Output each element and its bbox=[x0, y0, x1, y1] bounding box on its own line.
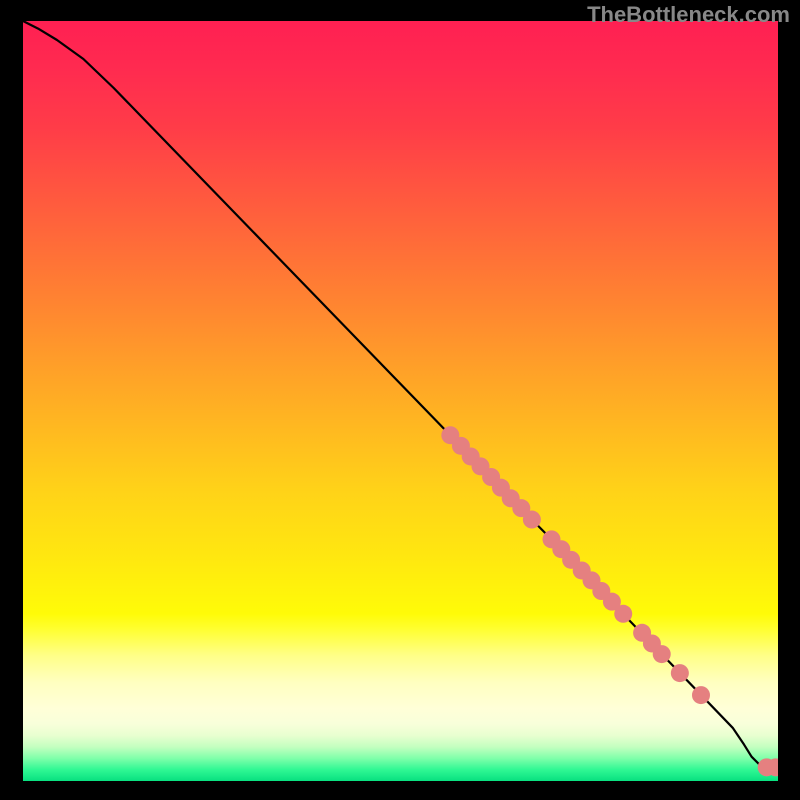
data-marker bbox=[614, 605, 632, 623]
data-marker bbox=[523, 511, 541, 529]
gradient-background bbox=[23, 21, 778, 781]
watermark-text: TheBottleneck.com bbox=[587, 2, 790, 28]
canvas: TheBottleneck.com bbox=[0, 0, 800, 800]
data-marker bbox=[653, 645, 671, 663]
data-marker bbox=[671, 664, 689, 682]
plot-svg bbox=[23, 21, 778, 781]
data-marker bbox=[692, 686, 710, 704]
plot-area bbox=[23, 21, 778, 781]
